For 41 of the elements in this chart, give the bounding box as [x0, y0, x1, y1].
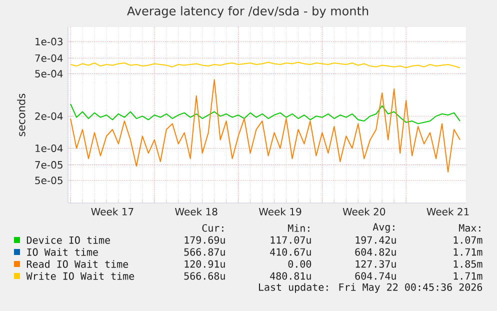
text: 604.82u — [355, 248, 396, 256]
legend-label: Read IO Wait time — [26, 260, 128, 268]
y-tick-label: 5e-04 — [35, 70, 63, 78]
text: 1.71m — [454, 272, 482, 280]
text: 566.87u — [184, 248, 225, 256]
line-series — [70, 104, 460, 124]
text: 1.71m — [454, 248, 482, 256]
text: 1.85m — [454, 260, 482, 268]
x-tick-label: Week 18 — [175, 208, 218, 216]
text: 197.42u — [356, 236, 396, 244]
chart-title: Average latency for /dev/sda - by month — [127, 6, 368, 18]
line-series — [70, 79, 460, 172]
text: Cur: — [202, 224, 224, 232]
text: 410.67u — [270, 248, 311, 256]
x-tick-label: Week 17 — [91, 208, 134, 216]
text: 604.74u — [355, 272, 396, 280]
text: 120.91u — [184, 260, 225, 268]
text: 127.37u — [356, 260, 396, 268]
x-tick-label: Week 19 — [258, 208, 302, 216]
text: 1.07m — [454, 236, 482, 244]
y-tick-label: 7e-05 — [35, 161, 62, 169]
text: 566.68u — [184, 272, 225, 280]
text: 117.07u — [270, 236, 311, 244]
x-tick-label: Week 20 — [342, 208, 386, 216]
x-tick-label: Week 21 — [426, 208, 469, 216]
y-tick-label: 7e-04 — [35, 54, 63, 62]
y-tick-label: 1e-03 — [36, 38, 62, 46]
legend-label: Device IO time — [26, 236, 110, 244]
y-tick-label: 1e-04 — [36, 144, 63, 152]
text: Avg: — [372, 223, 394, 233]
y-tick-label: 5e-05 — [35, 176, 62, 184]
text: 179.69u — [184, 236, 225, 244]
legend-label: Write IO Wait time — [26, 272, 134, 280]
legend-label: IO Wait time — [27, 248, 98, 256]
text: Min: — [288, 224, 310, 232]
y-tick-label: 2e-04 — [35, 112, 63, 120]
text: 0.00 — [288, 260, 312, 268]
y-axis-title: seconds — [17, 94, 26, 136]
text: Max: — [459, 224, 480, 232]
text: 480.81u — [270, 272, 311, 280]
text: Last update: Fri May 22 00:45:36 2026 — [259, 283, 482, 293]
